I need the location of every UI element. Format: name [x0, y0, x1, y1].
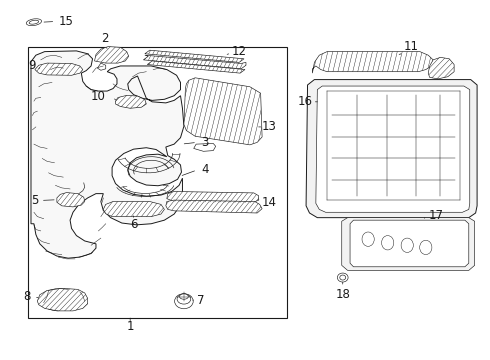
- Polygon shape: [35, 63, 83, 75]
- Polygon shape: [116, 95, 147, 108]
- Text: 3: 3: [201, 136, 208, 149]
- Text: 15: 15: [58, 15, 73, 28]
- Bar: [27, 47, 287, 318]
- Polygon shape: [167, 192, 259, 203]
- Polygon shape: [428, 57, 454, 79]
- Text: 17: 17: [428, 210, 443, 222]
- Ellipse shape: [26, 19, 42, 26]
- Ellipse shape: [362, 232, 374, 246]
- Polygon shape: [95, 46, 129, 63]
- Polygon shape: [31, 51, 184, 258]
- Ellipse shape: [340, 275, 345, 280]
- Text: 11: 11: [404, 40, 419, 53]
- Polygon shape: [166, 200, 262, 213]
- Polygon shape: [103, 202, 164, 217]
- Ellipse shape: [419, 240, 432, 255]
- Ellipse shape: [337, 273, 348, 282]
- Ellipse shape: [174, 294, 193, 309]
- Polygon shape: [98, 63, 106, 70]
- Ellipse shape: [179, 294, 188, 299]
- Text: 6: 6: [130, 218, 137, 231]
- Text: 8: 8: [24, 290, 31, 303]
- Ellipse shape: [177, 294, 191, 304]
- Text: 1: 1: [126, 320, 134, 333]
- Text: 10: 10: [91, 90, 106, 103]
- Text: 9: 9: [28, 59, 36, 72]
- Text: 4: 4: [201, 163, 209, 176]
- Polygon shape: [342, 218, 475, 270]
- Text: 12: 12: [231, 45, 246, 58]
- Polygon shape: [350, 220, 469, 267]
- Polygon shape: [313, 51, 433, 73]
- Text: 7: 7: [197, 294, 205, 307]
- Text: 16: 16: [297, 95, 313, 108]
- Polygon shape: [144, 55, 246, 69]
- Polygon shape: [57, 193, 85, 207]
- Ellipse shape: [29, 20, 39, 24]
- Text: 14: 14: [262, 196, 277, 209]
- Polygon shape: [147, 61, 245, 73]
- Polygon shape: [184, 78, 262, 145]
- Ellipse shape: [382, 235, 394, 250]
- Polygon shape: [145, 50, 244, 62]
- Polygon shape: [37, 288, 88, 311]
- Polygon shape: [194, 143, 216, 151]
- Text: 13: 13: [262, 121, 277, 134]
- Polygon shape: [306, 80, 477, 218]
- Text: 2: 2: [101, 32, 108, 45]
- Text: 5: 5: [31, 194, 38, 207]
- Text: 18: 18: [335, 288, 350, 301]
- Ellipse shape: [401, 238, 414, 252]
- Polygon shape: [316, 86, 470, 212]
